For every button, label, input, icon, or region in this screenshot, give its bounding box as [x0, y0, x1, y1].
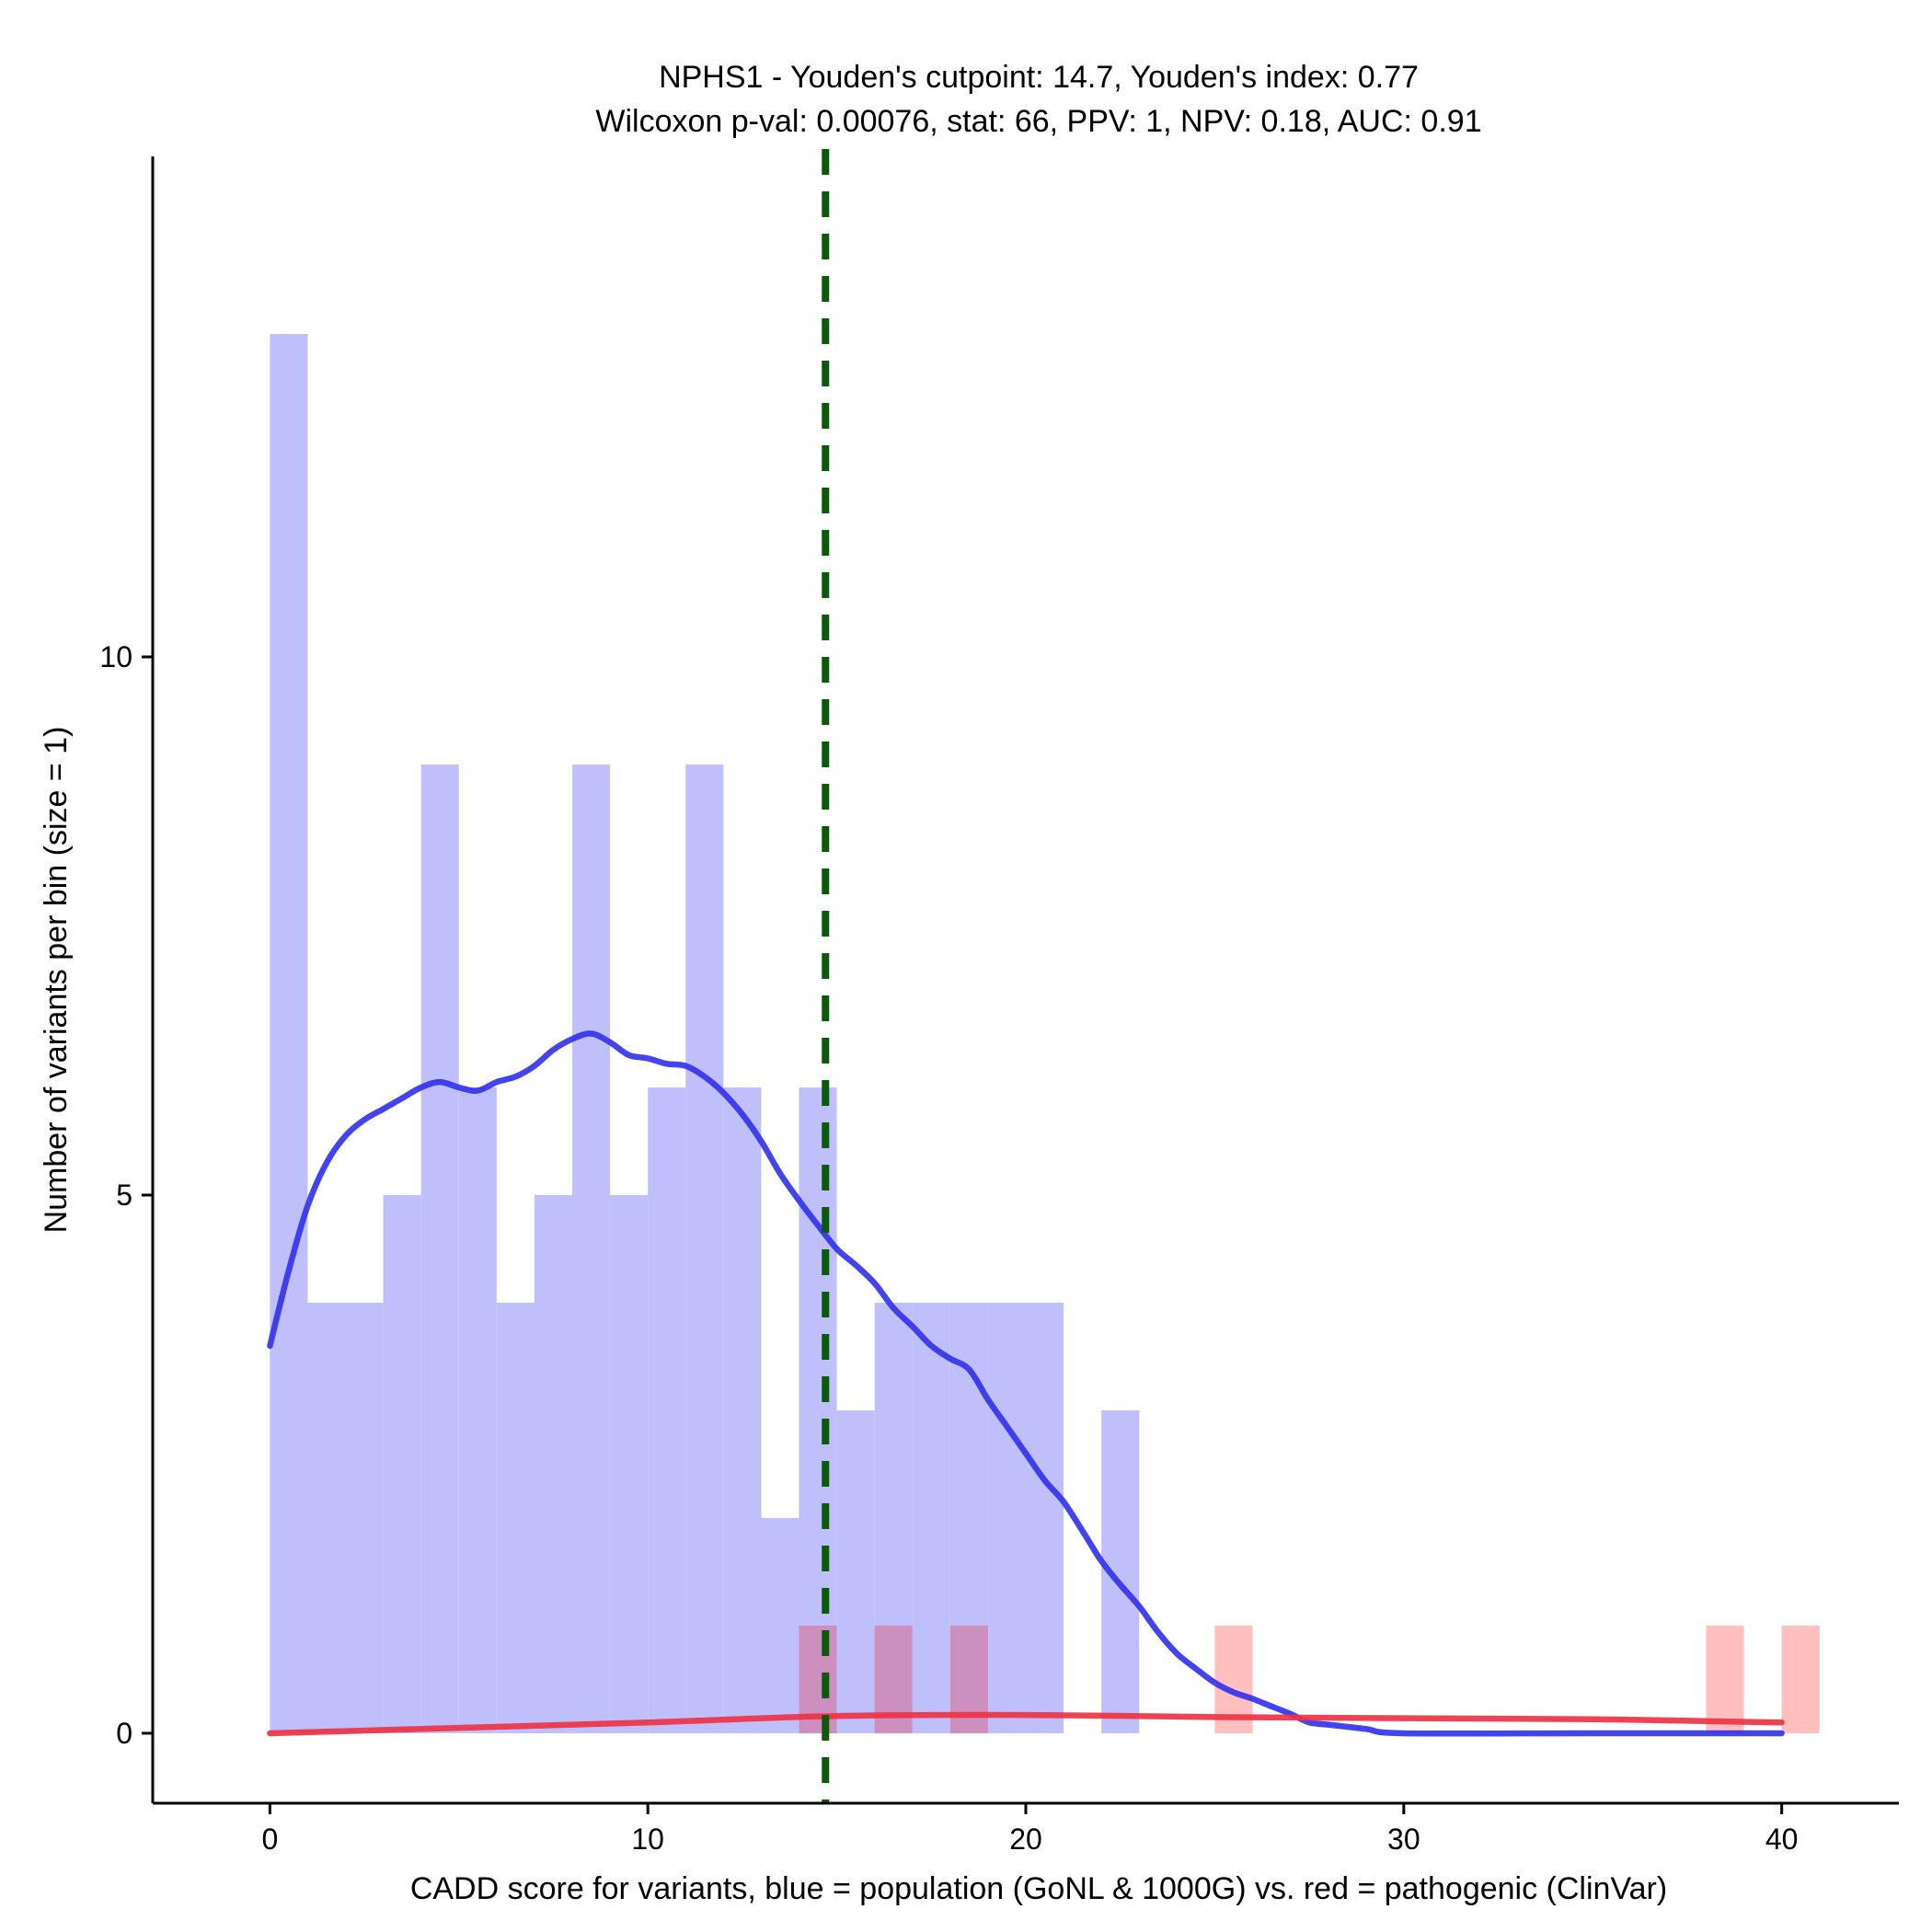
population-bar: [987, 1302, 1026, 1733]
chart-title-line1: NPHS1 - Youden's cutpoint: 14.7, Youden'…: [659, 60, 1419, 95]
x-tick-label: 0: [261, 1823, 278, 1856]
y-tick-label: 0: [116, 1717, 132, 1750]
population-bar: [610, 1194, 649, 1733]
pathogenic-bar: [1781, 1625, 1820, 1733]
y-axis-ticks: 0 5 10: [99, 640, 153, 1750]
population-bar: [648, 1087, 686, 1733]
plot-area: [267, 149, 1820, 1803]
x-tick-label: 20: [1009, 1823, 1042, 1856]
pathogenic-bar: [1706, 1625, 1744, 1733]
population-bar: [799, 1087, 837, 1733]
axes: 0 10 20 30 40 0 5 10: [99, 156, 1899, 1856]
population-bar: [534, 1194, 573, 1733]
population-density-curve: [267, 1030, 1785, 1737]
y-tick-label: 10: [99, 640, 132, 673]
population-bar: [458, 1087, 497, 1733]
population-bar: [1026, 1302, 1064, 1733]
population-bar: [496, 1302, 535, 1733]
y-tick-label: 5: [116, 1179, 132, 1212]
x-axis-label: CADD score for variants, blue = populati…: [410, 1871, 1667, 1906]
population-bar: [345, 1302, 384, 1733]
population-bar: [685, 765, 724, 1733]
population-bar: [307, 1302, 346, 1733]
y-axis-label: Number of variants per bin (size = 1): [39, 727, 74, 1234]
population-bar: [761, 1517, 799, 1733]
chart-title-line2: Wilcoxon p-val: 0.00076, stat: 66, PPV: …: [595, 104, 1481, 139]
x-tick-label: 30: [1387, 1823, 1420, 1856]
population-bar: [572, 765, 611, 1733]
pathogenic-density-curve: [267, 1711, 1785, 1737]
population-bar: [270, 334, 308, 1733]
x-tick-label: 40: [1765, 1823, 1799, 1856]
x-tick-label: 10: [631, 1823, 664, 1856]
population-bar: [383, 1194, 421, 1733]
x-axis-ticks: 0 10 20 30 40: [261, 1803, 1798, 1856]
population-bar: [420, 765, 459, 1733]
population-bar: [723, 1087, 762, 1733]
population-bar: [912, 1302, 950, 1733]
population-bar: [836, 1409, 875, 1733]
population-bars: [270, 334, 1140, 1733]
